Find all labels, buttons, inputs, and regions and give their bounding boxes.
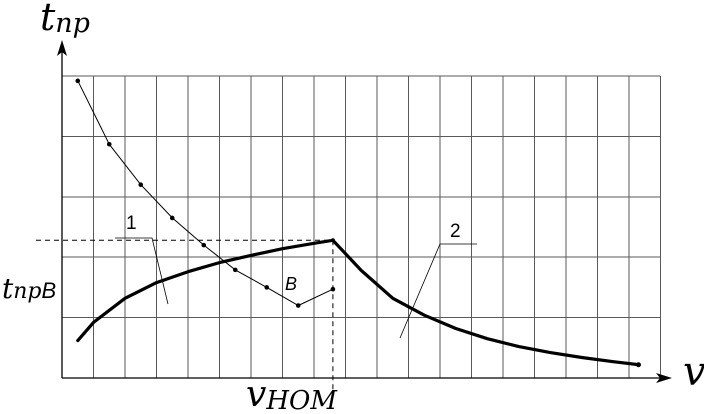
point-b [330, 238, 335, 243]
point-b-label: B [285, 274, 297, 294]
grid [61, 75, 661, 378]
series-2-point [106, 141, 112, 147]
series-2-end-point [635, 362, 641, 368]
x-tick-label: vНОМ [246, 374, 338, 414]
chart-marks [36, 78, 641, 392]
x-axis-label: v [683, 349, 704, 395]
series-2-point [232, 267, 238, 273]
y-axis-arrow [57, 40, 67, 56]
series-2-point [169, 215, 175, 221]
series-2-point [75, 78, 81, 84]
series-2-point [201, 242, 207, 248]
series-2-upper-line [77, 80, 334, 307]
series-1-line [76, 238, 335, 343]
series-2-label: 2 [450, 221, 461, 242]
series-1-label: 1 [126, 213, 137, 234]
series-2-point [295, 303, 301, 308]
y-tick-label: tпрB [2, 272, 56, 305]
axes [57, 40, 672, 383]
series-2-point [264, 285, 270, 290]
x-axis-arrow [656, 373, 672, 383]
series-2-point [138, 182, 144, 188]
series-1-leader [115, 237, 169, 305]
y-axis-label: tпр [40, 0, 90, 39]
series-2-leader [399, 243, 477, 339]
series-2-descending-line [331, 238, 641, 367]
